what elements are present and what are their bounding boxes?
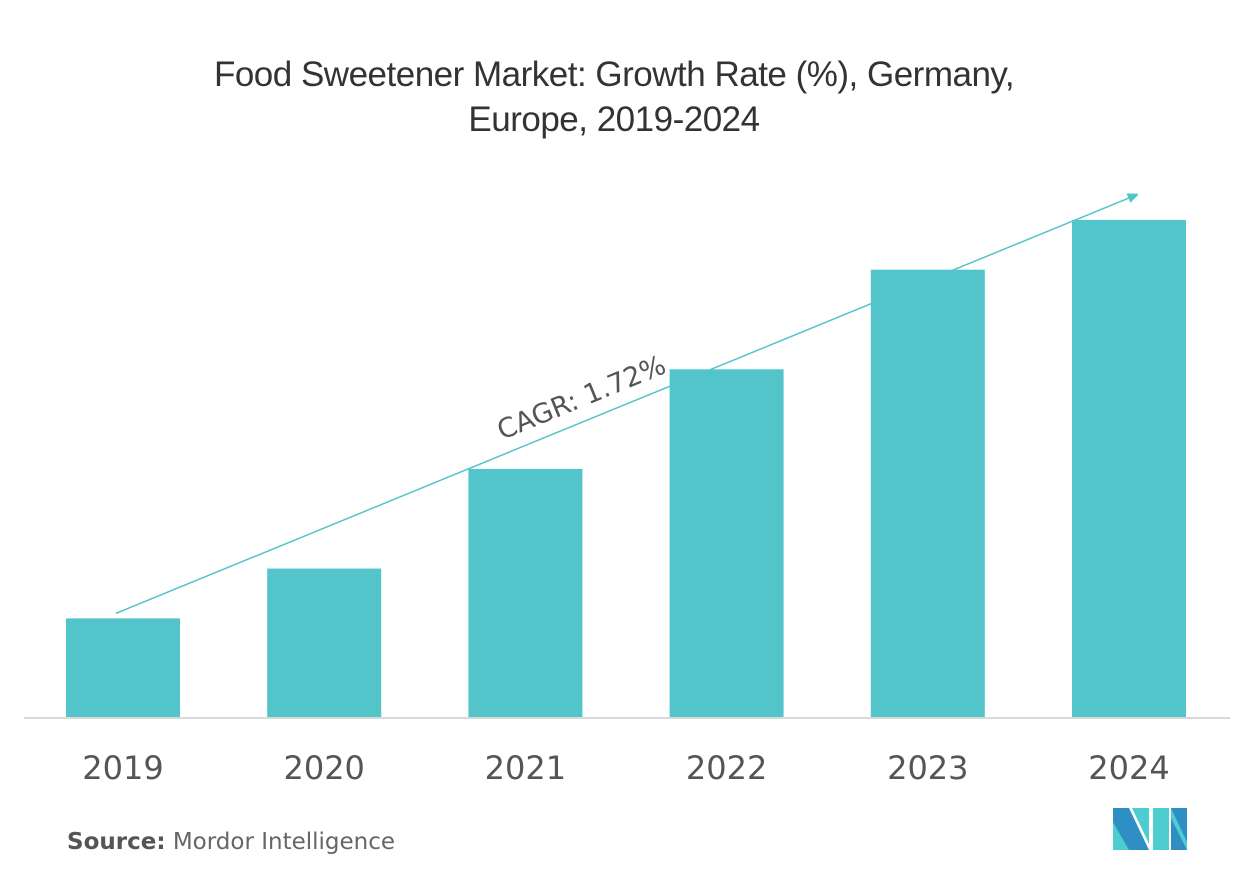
x-tick-2022: 2022 (686, 749, 767, 787)
bars-group (66, 219, 1186, 719)
x-tick-2021: 2021 (485, 749, 566, 787)
source-text: Mordor Intelligence (172, 829, 396, 855)
x-tick-2023: 2023 (887, 749, 968, 787)
chart-title: Food Sweetener Market: Growth Rate (%), … (0, 52, 1228, 142)
mordor-intelligence-logo-icon (1113, 808, 1187, 850)
bar-2021 (468, 468, 583, 718)
bar-2022 (669, 369, 784, 718)
cagr-trend-arrow (115, 196, 1134, 615)
chart-title-line-1: Food Sweetener Market: Growth Rate (%), … (213, 55, 1015, 94)
bar-2023 (870, 269, 985, 718)
x-tick-2024: 2024 (1088, 749, 1169, 787)
chart-title-line-2: Europe, 2019-2024 (468, 100, 760, 139)
bar-2019 (66, 618, 180, 718)
source-label: Source: (67, 829, 166, 855)
x-tick-2020: 2020 (283, 749, 364, 787)
bar-2024 (1072, 219, 1186, 719)
cagr-label: CAGR: 1.72% (493, 350, 671, 447)
source-note: Source: Mordor Intelligence (67, 829, 395, 855)
x-tick-labels: 2019 2020 2021 2022 2023 2024 (82, 749, 1169, 787)
x-tick-2019: 2019 (82, 749, 163, 787)
bar-2020 (267, 568, 382, 718)
